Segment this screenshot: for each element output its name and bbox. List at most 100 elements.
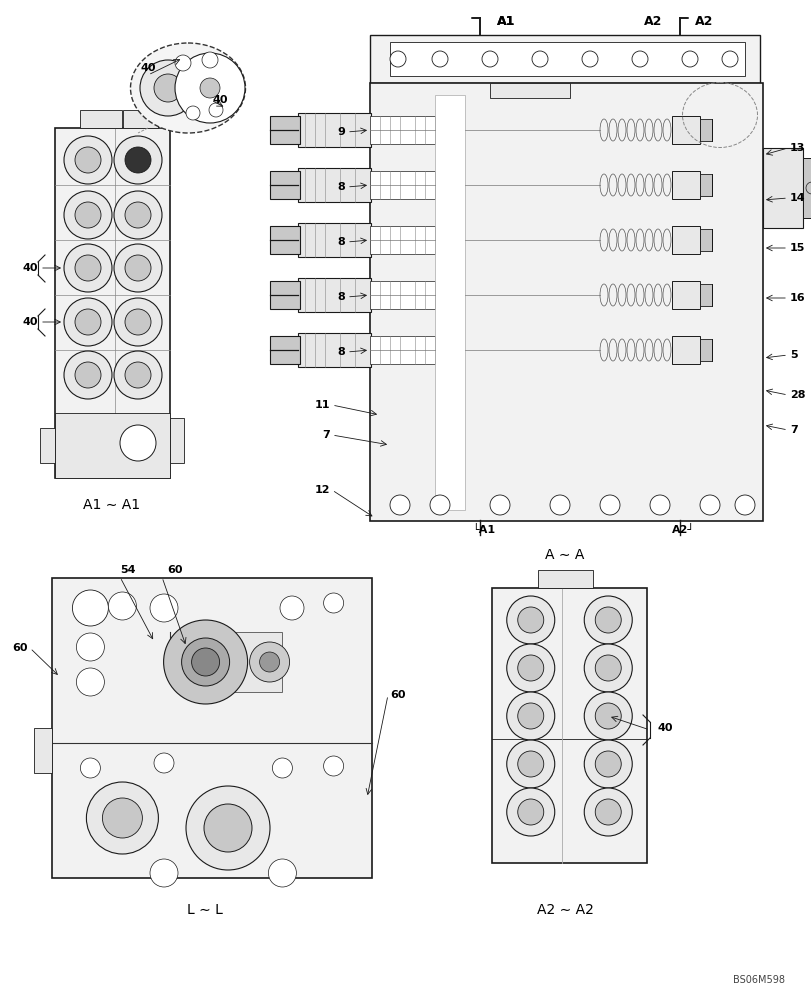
Circle shape — [268, 859, 296, 887]
Text: 14: 14 — [789, 193, 805, 203]
Bar — [762, 148, 802, 228]
Bar — [672, 171, 699, 199]
Bar — [298, 333, 371, 367]
Circle shape — [549, 495, 569, 515]
Circle shape — [517, 751, 543, 777]
Circle shape — [64, 136, 112, 184]
Text: A2┘: A2┘ — [672, 525, 694, 535]
Text: 8: 8 — [337, 347, 345, 357]
Circle shape — [163, 620, 247, 704]
Circle shape — [699, 495, 719, 515]
Circle shape — [114, 191, 162, 239]
Text: 40: 40 — [140, 63, 156, 73]
Circle shape — [517, 655, 543, 681]
Circle shape — [182, 638, 230, 686]
Circle shape — [581, 51, 597, 67]
Circle shape — [64, 351, 112, 399]
Text: 7: 7 — [789, 425, 796, 435]
Circle shape — [681, 51, 697, 67]
Bar — [370, 116, 435, 144]
Circle shape — [389, 51, 406, 67]
Text: A1 ∼ A1: A1 ∼ A1 — [84, 498, 140, 512]
Circle shape — [80, 758, 101, 778]
Text: L ∼ L: L ∼ L — [187, 903, 223, 917]
Circle shape — [431, 51, 448, 67]
Circle shape — [489, 495, 509, 515]
Circle shape — [114, 244, 162, 292]
Bar — [80, 110, 122, 128]
Circle shape — [482, 51, 497, 67]
Circle shape — [191, 648, 219, 676]
Circle shape — [186, 106, 200, 120]
Bar — [270, 336, 299, 364]
Text: 13: 13 — [789, 143, 805, 153]
Circle shape — [125, 255, 151, 281]
Text: └A1: └A1 — [471, 525, 495, 535]
Circle shape — [154, 753, 174, 773]
Bar — [40, 428, 55, 463]
Bar — [370, 35, 759, 83]
Circle shape — [114, 136, 162, 184]
Circle shape — [72, 590, 108, 626]
Circle shape — [584, 740, 632, 788]
Bar — [234, 632, 282, 692]
Circle shape — [734, 495, 754, 515]
Bar — [699, 119, 711, 141]
Circle shape — [204, 804, 251, 852]
Circle shape — [584, 644, 632, 692]
Circle shape — [506, 644, 554, 692]
Text: 40: 40 — [657, 723, 672, 733]
Text: A ∼ A: A ∼ A — [545, 548, 584, 562]
Bar — [169, 418, 184, 463]
Circle shape — [114, 351, 162, 399]
Bar — [270, 171, 299, 199]
Text: 60: 60 — [167, 565, 182, 575]
Text: A1: A1 — [496, 15, 515, 28]
Text: 8: 8 — [337, 292, 345, 302]
Circle shape — [125, 202, 151, 228]
Bar — [802, 158, 811, 218]
Circle shape — [150, 594, 178, 622]
Bar — [672, 336, 699, 364]
Bar — [270, 226, 299, 254]
Circle shape — [75, 255, 101, 281]
Circle shape — [584, 788, 632, 836]
Text: 5: 5 — [789, 350, 796, 360]
Circle shape — [75, 147, 101, 173]
Bar — [489, 83, 569, 98]
Text: 9: 9 — [337, 127, 345, 137]
Circle shape — [154, 74, 182, 102]
Circle shape — [86, 782, 158, 854]
Bar — [699, 229, 711, 251]
Circle shape — [64, 244, 112, 292]
Text: 54: 54 — [120, 565, 135, 575]
Circle shape — [517, 703, 543, 729]
Text: A2: A2 — [643, 15, 661, 28]
Bar — [370, 171, 435, 199]
Circle shape — [594, 655, 620, 681]
Circle shape — [517, 607, 543, 633]
Circle shape — [175, 55, 191, 71]
Bar — [672, 116, 699, 144]
Bar — [52, 578, 371, 878]
Circle shape — [64, 298, 112, 346]
Circle shape — [430, 495, 449, 515]
Circle shape — [175, 53, 245, 123]
Ellipse shape — [131, 43, 245, 133]
Circle shape — [280, 596, 303, 620]
Text: 40: 40 — [23, 317, 38, 327]
Circle shape — [76, 668, 105, 696]
Circle shape — [594, 703, 620, 729]
Circle shape — [506, 788, 554, 836]
Bar — [34, 728, 52, 773]
Circle shape — [260, 652, 279, 672]
Text: A2: A2 — [694, 15, 713, 28]
Bar — [55, 128, 169, 478]
Circle shape — [389, 495, 410, 515]
Circle shape — [208, 103, 223, 117]
Circle shape — [272, 758, 292, 778]
Bar — [298, 278, 371, 312]
Circle shape — [324, 593, 343, 613]
Bar — [298, 113, 371, 147]
Circle shape — [517, 799, 543, 825]
